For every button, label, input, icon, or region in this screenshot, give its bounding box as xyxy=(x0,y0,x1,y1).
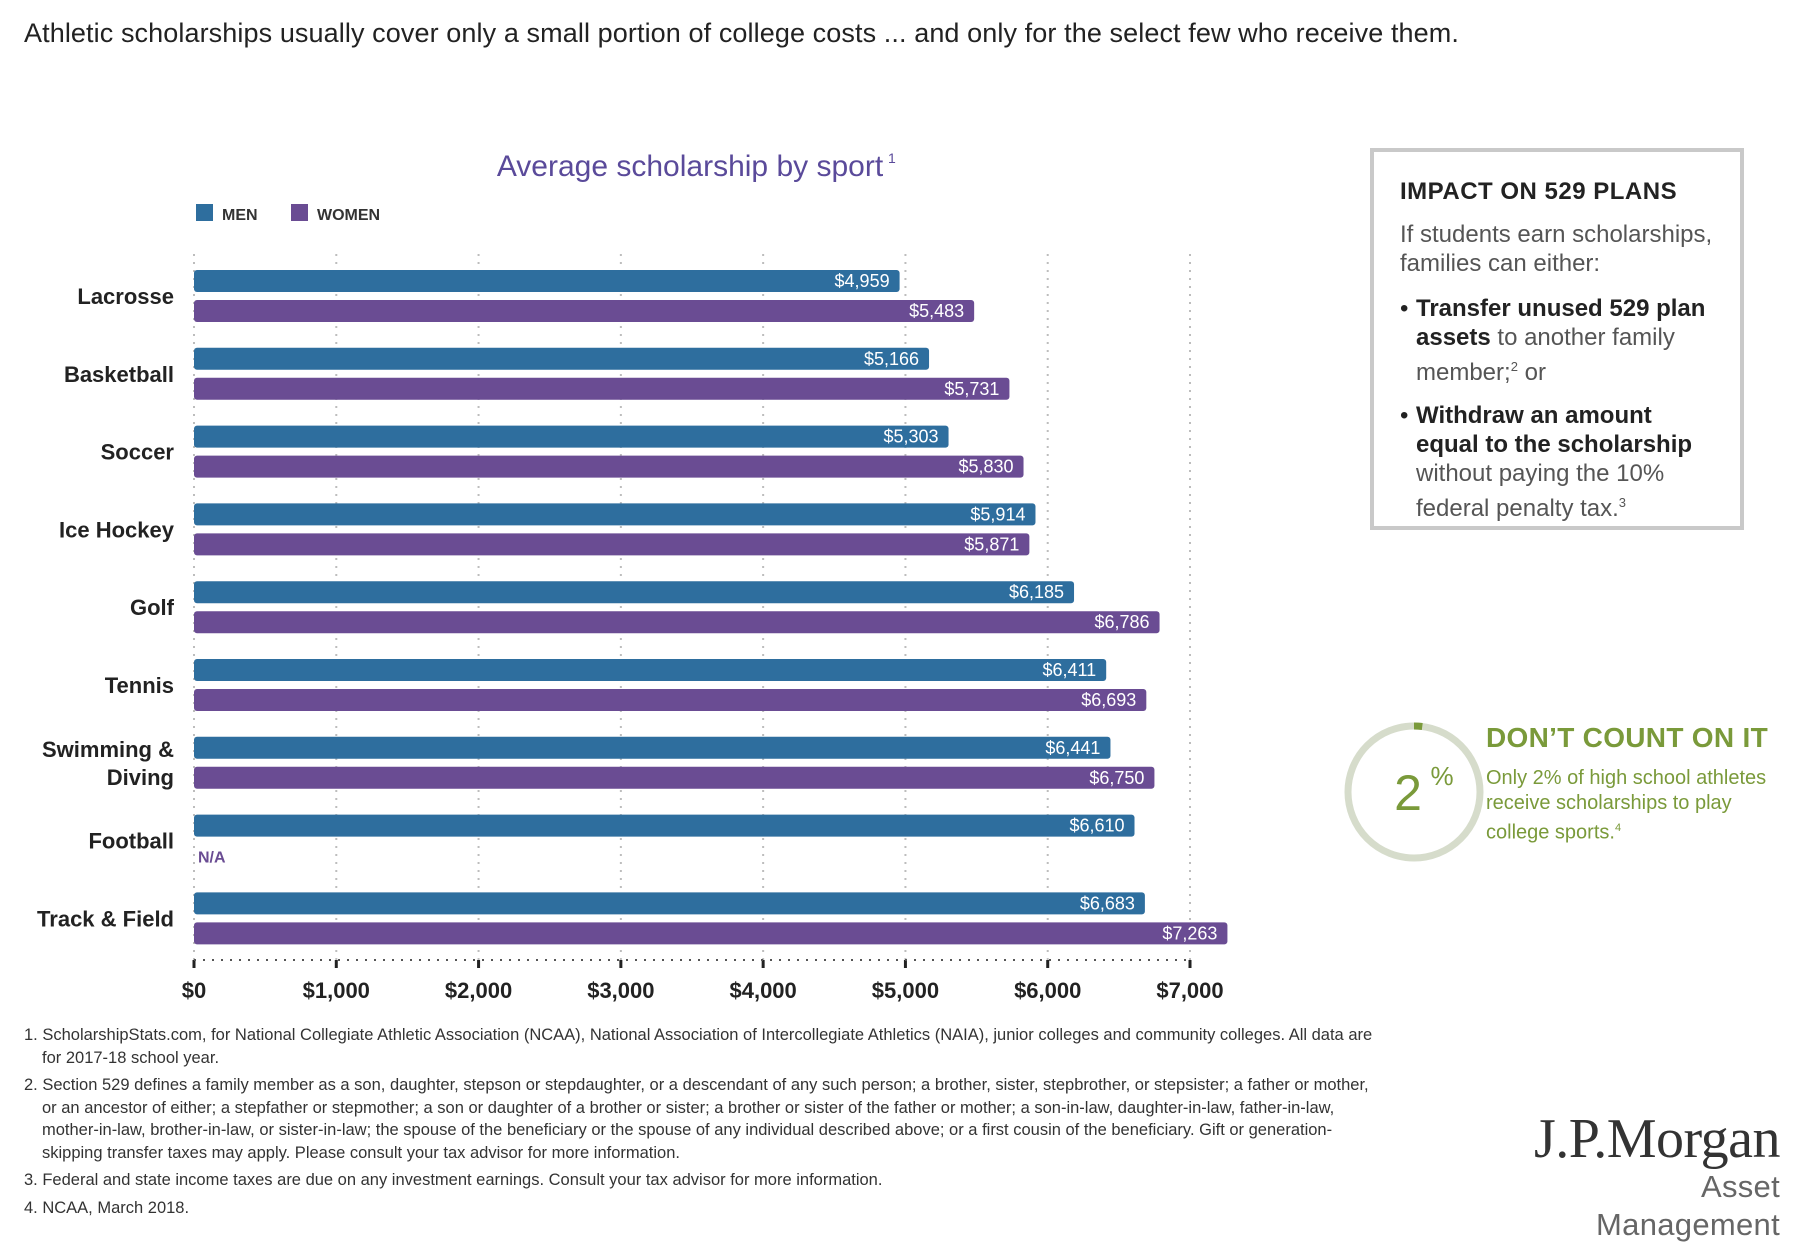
impact-panel: IMPACT ON 529 PLANS If students earn sch… xyxy=(1370,148,1744,530)
bar-label-men: $5,303 xyxy=(883,427,938,447)
panel-title: IMPACT ON 529 PLANS xyxy=(1400,178,1678,205)
percent-ring-fill xyxy=(1344,722,1484,862)
chart-title: Average scholarship by sport xyxy=(497,150,884,183)
bar-women xyxy=(194,533,1030,556)
category-label: Swimming & Diving xyxy=(42,737,174,790)
bar-label-men: $6,610 xyxy=(1069,816,1124,836)
bar-women xyxy=(194,766,1155,789)
x-tick-label: $0 xyxy=(182,978,206,1003)
bar-women xyxy=(194,455,1024,478)
bullet-transfer-text: to another family member; xyxy=(1416,324,1675,386)
x-tick-label: $3,000 xyxy=(587,978,654,1003)
bar-label-men: $6,683 xyxy=(1080,893,1135,913)
bar-label-women: $7,263 xyxy=(1162,923,1217,943)
logo-brand: J.P.Morgan xyxy=(1533,1108,1781,1170)
panel-bullet-withdraw: Withdraw an amount equal to the scholars… xyxy=(1400,401,1714,523)
bar-label-men: $6,441 xyxy=(1045,738,1100,758)
category-label: Basketball xyxy=(64,362,174,387)
bar-men xyxy=(194,892,1145,915)
bullet-transfer-bold: Transfer unused 529 plan assets xyxy=(1416,295,1706,351)
x-tick-label: $5,000 xyxy=(872,978,939,1003)
bar-label-women: $5,830 xyxy=(958,457,1013,477)
category-label-line: Diving xyxy=(107,765,174,790)
category-label: Soccer xyxy=(101,440,175,465)
x-tick-label: $4,000 xyxy=(729,978,796,1003)
panel-bullet-transfer: Transfer unused 529 plan assets to anoth… xyxy=(1400,294,1714,387)
jpmorgan-logo: J.P.Morgan Asset Management xyxy=(1510,1108,1781,1244)
bar-label-women: $5,731 xyxy=(944,379,999,399)
legend-label-men: MEN xyxy=(222,207,258,224)
category-label: Ice Hockey xyxy=(59,517,175,542)
bar-label-men: $6,411 xyxy=(1042,660,1096,680)
percent-ring: 2 % xyxy=(1344,722,1484,862)
bar-label-men: $5,914 xyxy=(970,504,1025,524)
bar-women xyxy=(194,300,975,322)
bar-label-women: N/A xyxy=(198,850,226,867)
logo-sub: Asset Management xyxy=(1596,1169,1780,1242)
bar-women xyxy=(194,611,1160,634)
callout-text: Only 2% of high school athletes receive … xyxy=(1486,766,1776,846)
bar-label-men: $5,166 xyxy=(864,349,919,369)
bar-men xyxy=(194,659,1107,681)
bar-label-men: $6,185 xyxy=(1009,582,1064,602)
callout-footnote: 4 xyxy=(1614,822,1622,834)
footnote-2: 2. Section 529 defines a family member a… xyxy=(24,1076,1369,1162)
bar-men xyxy=(194,270,900,292)
category-label: Football xyxy=(88,829,174,854)
bar-women xyxy=(194,922,1228,945)
bullet-withdraw-text: without paying the 10% federal penalty t… xyxy=(1416,460,1665,522)
bar-men xyxy=(194,581,1075,604)
bar-label-women: $6,693 xyxy=(1081,690,1136,710)
category-label: Tennis xyxy=(105,673,174,698)
footnote-3: 3. Federal and state income taxes are du… xyxy=(24,1171,883,1189)
legend-label-women: WOMEN xyxy=(317,207,380,224)
bar-label-women: $5,871 xyxy=(964,534,1019,554)
legend-swatch-women xyxy=(291,204,308,221)
percent-value: 2 xyxy=(1394,765,1422,821)
bar-men xyxy=(194,347,930,370)
panel-list: Transfer unused 529 plan assets to anoth… xyxy=(1400,294,1714,523)
headline: Athletic scholarships usually cover only… xyxy=(24,18,1459,48)
category-label: Lacrosse xyxy=(77,284,174,309)
bullet-withdraw-bold: Withdraw an amount equal to the scholars… xyxy=(1416,402,1693,458)
x-tick-label: $1,000 xyxy=(303,978,370,1003)
footnote-1: 1. ScholarshipStats.com, for National Co… xyxy=(24,1026,1373,1067)
callout-body: Only 2% of high school athletes receive … xyxy=(1486,767,1767,844)
bar-label-men: $4,959 xyxy=(835,271,890,291)
bar-men xyxy=(194,736,1111,759)
bar-men xyxy=(194,503,1036,526)
bar-label-women: $6,750 xyxy=(1089,768,1144,788)
panel-intro: If students earn scholarships, families … xyxy=(1400,221,1713,277)
category-label: Track & Field xyxy=(37,906,174,931)
percent-sign: % xyxy=(1430,761,1453,791)
bar-men xyxy=(194,814,1135,837)
footnotes: 1. ScholarshipStats.com, for National Co… xyxy=(24,1024,1374,1224)
bullet-transfer-end: or xyxy=(1517,359,1546,386)
x-tick-label: $6,000 xyxy=(1014,978,1081,1003)
bar-women xyxy=(194,377,1010,400)
chart-title-footnote: 1 xyxy=(888,150,896,166)
callout-title: DON’T COUNT ON IT xyxy=(1486,722,1768,753)
footnote-4: 4. NCAA, March 2018. xyxy=(24,1198,190,1217)
x-tick-label: $2,000 xyxy=(445,978,512,1003)
bar-label-women: $6,786 xyxy=(1094,612,1149,632)
category-label-line: Swimming & xyxy=(42,737,174,762)
bar-label-women: $5,483 xyxy=(909,301,964,321)
legend-swatch-men xyxy=(196,204,213,221)
bullet-withdraw-footnote: 3 xyxy=(1618,495,1627,510)
bullet-transfer-footnote: 2 xyxy=(1510,359,1518,374)
bar-women xyxy=(194,689,1147,711)
x-tick-label: $7,000 xyxy=(1156,978,1223,1003)
category-label: Golf xyxy=(130,595,175,620)
bar-men xyxy=(194,425,949,448)
